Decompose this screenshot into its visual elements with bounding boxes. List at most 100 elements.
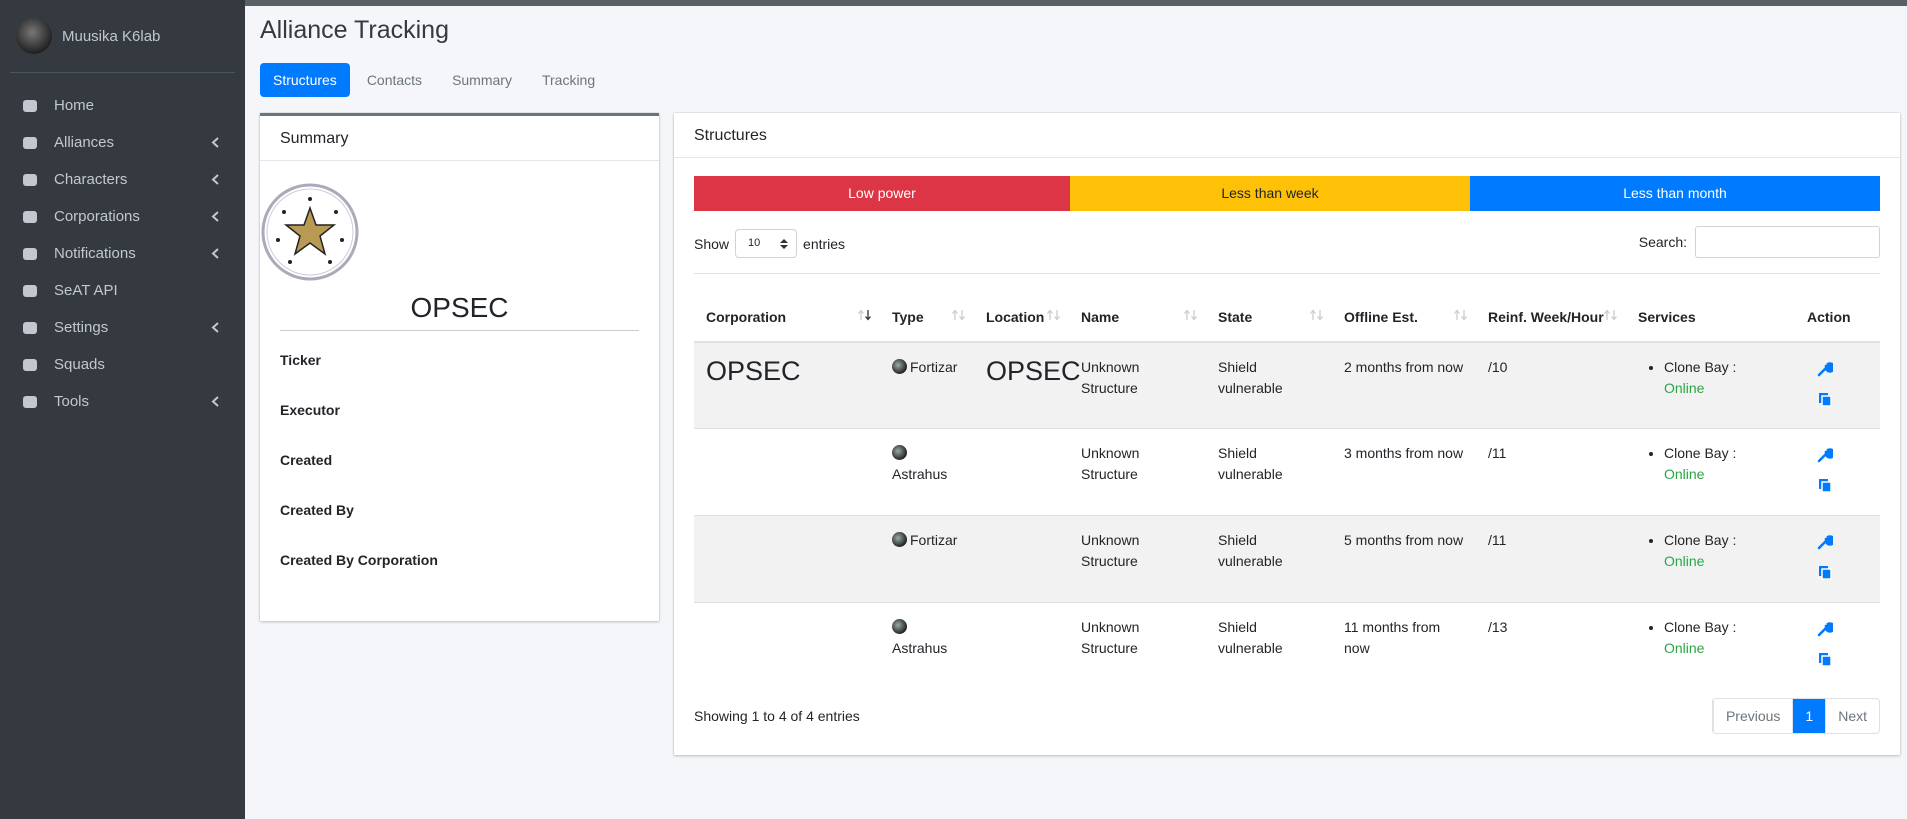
- state: Shield vulnerable: [1206, 602, 1332, 690]
- tab[interactable]: Tracking: [541, 72, 596, 88]
- top-bar: [245, 0, 1907, 6]
- select-arrows: [780, 239, 789, 249]
- menu-item[interactable]: Notifications: [0, 235, 245, 272]
- copy-front: [1821, 655, 1832, 667]
- cell-services: Clone Bay : Online: [1626, 341, 1795, 429]
- user-name: Muusika K6lab: [62, 27, 161, 45]
- menu-item[interactable]: Tools: [0, 383, 245, 420]
- copy-button[interactable]: [1817, 651, 1833, 667]
- wrench-button[interactable]: [1817, 621, 1833, 637]
- cell-location: [974, 515, 1069, 603]
- table-head: Corporation Type Location Name State Offline …: [694, 273, 1880, 343]
- sort-down: [865, 309, 871, 321]
- offline-estimate: 5 months from now: [1332, 515, 1476, 603]
- service-status: Online: [1664, 466, 1705, 482]
- column-header[interactable]: Offline Est.: [1332, 273, 1476, 343]
- icon-shape: [23, 173, 37, 186]
- column-header[interactable]: Corporation: [694, 273, 880, 343]
- sort-icon: [1310, 308, 1323, 321]
- state: Shield vulnerable: [1206, 428, 1332, 516]
- cell-location: [974, 602, 1069, 690]
- chevron-line: [211, 322, 219, 333]
- menu-icon: [23, 247, 37, 260]
- cell-corporation: [694, 515, 880, 603]
- column-header[interactable]: Location: [974, 273, 1069, 343]
- service-item: Clone Bay : Online: [1664, 530, 1783, 572]
- offline-estimate: 3 months from now: [1332, 428, 1476, 516]
- sort-icon: [952, 308, 965, 321]
- page-button[interactable]: Previous: [1712, 699, 1792, 733]
- column-header[interactable]: Name: [1069, 273, 1206, 343]
- service-list: Clone Bay : Online: [1638, 357, 1783, 399]
- cell-services: Clone Bay : Online: [1626, 428, 1795, 516]
- state: Shield vulnerable: [1206, 341, 1332, 429]
- cell-services: Clone Bay : Online: [1626, 515, 1795, 603]
- menu-icon: [23, 210, 37, 223]
- menu-label: Settings: [54, 319, 109, 336]
- cell-action: [1795, 515, 1880, 603]
- menu-icon: [23, 395, 37, 408]
- tab[interactable]: Summary: [452, 72, 512, 88]
- cell-action: [1795, 341, 1880, 429]
- column-label: Action: [1807, 308, 1851, 325]
- search-input[interactable]: [1695, 226, 1880, 258]
- table-info: Showing 1 to 4 of 4 entries: [694, 708, 860, 724]
- menu-label: Home: [54, 97, 95, 114]
- copy-button[interactable]: [1817, 564, 1833, 580]
- table-row: Fortizar Unknown Structure Shield vulnerab…: [694, 515, 1880, 603]
- cell-action: [1795, 602, 1880, 690]
- sort-down: [1461, 309, 1467, 321]
- sort-up: [1184, 308, 1190, 320]
- type: Fortizar: [910, 532, 958, 548]
- menu-item[interactable]: Squads: [0, 346, 245, 383]
- copy-front: [1821, 568, 1832, 580]
- menu-item[interactable]: SeAT API: [0, 272, 245, 309]
- offline-estimate: 11 months from now: [1332, 602, 1476, 690]
- type-icon: [892, 445, 907, 460]
- table-body: OPSEC Fortizar OPSEC Unknown Structure Shiel…: [694, 341, 1880, 690]
- menu-item[interactable]: Home: [0, 87, 245, 124]
- service-list: Clone Bay : Online: [1638, 530, 1783, 572]
- wrench-button[interactable]: [1817, 447, 1833, 463]
- name: Unknown Structure: [1069, 428, 1206, 516]
- column-label: Name: [1081, 308, 1120, 325]
- wrench-button[interactable]: [1817, 361, 1833, 377]
- legend-item: Less than week: [1070, 176, 1470, 211]
- column-header[interactable]: Type: [880, 273, 974, 343]
- page-length-select[interactable]: 10: [735, 229, 798, 258]
- column-label: Location: [986, 308, 1045, 325]
- length-control: Show 10 entries: [694, 229, 845, 258]
- corporation: OPSEC: [706, 355, 801, 386]
- column-header[interactable]: Reinf. Week/Hour: [1476, 273, 1626, 343]
- menu-icon: [23, 136, 37, 149]
- column-label: Corporation: [706, 308, 787, 325]
- menu-item[interactable]: Characters: [0, 161, 245, 198]
- copy-front: [1821, 481, 1832, 493]
- type-icon: [892, 619, 907, 634]
- service-name: Clone Bay :: [1664, 619, 1737, 635]
- column-label: Reinf. Week/Hour: [1488, 308, 1604, 325]
- field-label: Created: [280, 452, 333, 468]
- menu-item[interactable]: Corporations: [0, 198, 245, 235]
- copy-button[interactable]: [1817, 391, 1833, 407]
- service-name: Clone Bay :: [1664, 358, 1737, 375]
- chevron-line: [211, 137, 219, 148]
- tab[interactable]: Contacts: [366, 72, 423, 88]
- menu-item[interactable]: Alliances: [0, 124, 245, 161]
- menu-icon: [23, 173, 37, 186]
- menu-label: Alliances: [54, 134, 115, 151]
- page-button[interactable]: 1: [1792, 699, 1826, 733]
- avatar: [16, 18, 52, 54]
- cell-type: Astrahus: [880, 602, 974, 690]
- column-header[interactable]: State: [1206, 273, 1332, 343]
- tab[interactable]: Structures: [260, 63, 350, 97]
- copy-button[interactable]: [1817, 477, 1833, 493]
- service-item: Clone Bay : Online: [1664, 443, 1783, 485]
- menu-icon: [23, 99, 37, 112]
- page-button[interactable]: Next: [1825, 699, 1879, 733]
- wrench-button[interactable]: [1817, 534, 1833, 550]
- menu-item[interactable]: Settings: [0, 309, 245, 346]
- user-panel[interactable]: Muusika K6lab: [10, 0, 235, 73]
